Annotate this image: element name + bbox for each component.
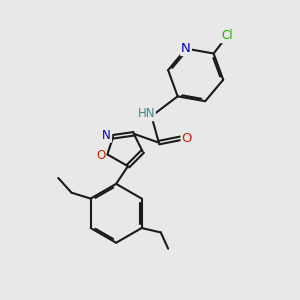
- Text: Cl: Cl: [221, 29, 233, 42]
- Text: O: O: [96, 149, 106, 162]
- Text: N: N: [102, 129, 111, 142]
- Text: O: O: [182, 132, 192, 145]
- Text: HN: HN: [137, 107, 155, 120]
- Text: N: N: [181, 42, 191, 55]
